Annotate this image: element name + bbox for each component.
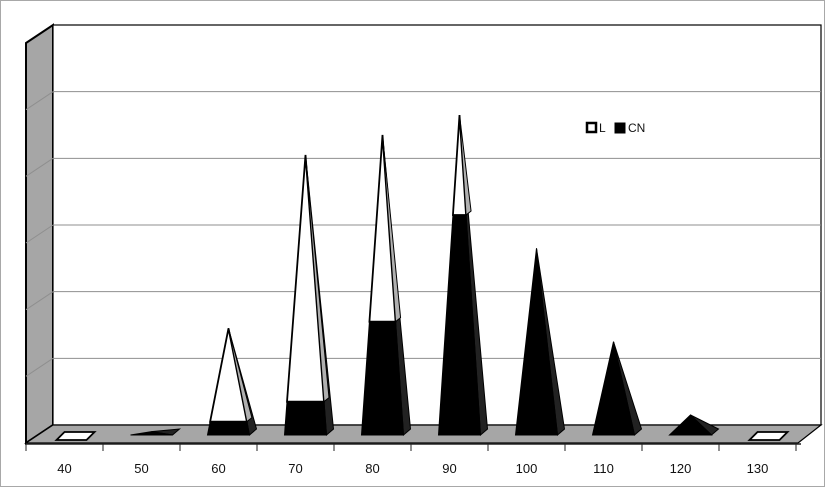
gridline	[25, 91, 54, 111]
pyramid-l-side-60	[228, 328, 253, 423]
x-tick-label: 110	[593, 461, 614, 476]
pyramid-cn-50	[130, 431, 173, 436]
legend-label-l: L	[599, 121, 606, 135]
legend-swatch-l	[585, 121, 598, 134]
x-tick-label: 60	[211, 461, 225, 476]
pyramid-cn-70	[283, 401, 328, 436]
gridline	[25, 357, 54, 377]
legend-label-cn: CN	[628, 121, 645, 135]
gridline	[25, 157, 54, 177]
gridline	[25, 224, 54, 244]
pyramid-l-side-70	[305, 154, 330, 403]
pyramid-cn-100	[514, 248, 559, 436]
x-tick-label: 40	[57, 461, 71, 476]
pyramid-cn-60	[206, 421, 251, 436]
x-tick-label: 50	[134, 461, 148, 476]
x-tick-label: 90	[442, 461, 456, 476]
pyramid-l-side-80	[382, 134, 402, 323]
gridline	[25, 291, 54, 311]
x-tick-label: 80	[365, 461, 379, 476]
x-tick-label: 120	[670, 461, 692, 476]
empty-marker	[54, 431, 97, 441]
x-tick-label: 130	[747, 461, 769, 476]
pyramid-l-side-90	[459, 114, 472, 216]
x-tick-label: 70	[288, 461, 302, 476]
pyramid-cn-110	[591, 341, 636, 436]
pyramid-cn-120	[668, 414, 713, 436]
pyramid-cn-80	[360, 321, 405, 436]
empty-marker	[747, 431, 790, 441]
legend-swatch-cn	[614, 122, 626, 134]
x-tick-label: 100	[516, 461, 538, 476]
